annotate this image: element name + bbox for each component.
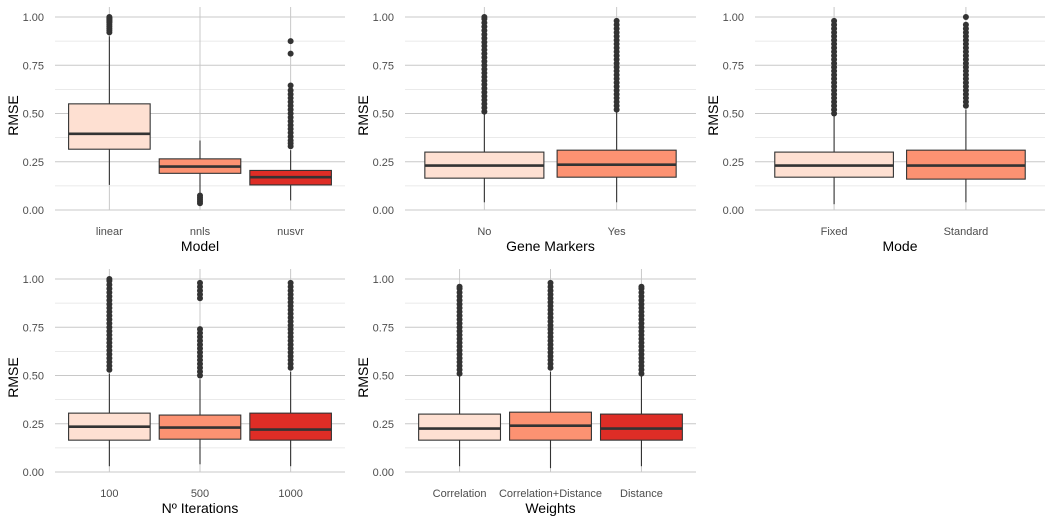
outlier-point bbox=[638, 283, 645, 290]
x-tick-label: No bbox=[477, 226, 491, 238]
outlier-point bbox=[106, 14, 113, 20]
box-iqr bbox=[68, 103, 151, 150]
y-axis-title: RMSE bbox=[705, 95, 721, 135]
box-correlation bbox=[418, 283, 502, 467]
y-tick-label: 0.50 bbox=[723, 109, 744, 121]
outlier-point bbox=[287, 87, 294, 94]
outlier-point bbox=[962, 21, 969, 28]
y-tick-label: 1.00 bbox=[373, 12, 394, 24]
x-tick-label: linear bbox=[96, 226, 123, 238]
y-tick-label: 0.75 bbox=[23, 322, 44, 334]
outlier-point bbox=[287, 82, 294, 89]
outlier-point bbox=[287, 50, 294, 57]
y-tick-label: 0.75 bbox=[373, 322, 394, 334]
outlier-point bbox=[197, 326, 203, 333]
y-tick-label: 0.00 bbox=[23, 467, 44, 479]
x-tick-label: 1000 bbox=[278, 488, 302, 500]
outlier-point bbox=[197, 279, 203, 286]
outlier-point bbox=[106, 276, 113, 282]
y-tick-label: 1.00 bbox=[23, 274, 44, 286]
box-iqr bbox=[418, 413, 502, 441]
box-standard bbox=[906, 14, 1026, 203]
outlier-point bbox=[456, 283, 463, 290]
outlier-point bbox=[287, 279, 294, 286]
y-axis-title: RMSE bbox=[5, 357, 21, 397]
y-tick-label: 1.00 bbox=[373, 274, 394, 286]
y-tick-label: 0.00 bbox=[373, 467, 394, 479]
outlier-point bbox=[197, 192, 203, 199]
outlier-point bbox=[287, 38, 294, 45]
x-tick-label: Correlation+Distance bbox=[499, 488, 602, 500]
x-tick-label: Standard bbox=[944, 226, 989, 238]
y-tick-label: 0.50 bbox=[23, 109, 44, 121]
box-correlation-distance bbox=[509, 279, 592, 469]
y-tick-label: 0.50 bbox=[373, 371, 394, 383]
y-tick-label: 1.00 bbox=[23, 12, 44, 24]
y-tick-label: 0.75 bbox=[373, 60, 394, 72]
outlier-point bbox=[962, 14, 969, 20]
x-tick-label: 100 bbox=[100, 488, 118, 500]
outlier-point bbox=[481, 14, 488, 20]
y-tick-label: 0.75 bbox=[23, 60, 44, 72]
box-100 bbox=[68, 276, 151, 467]
chart-panel-4: 0.00 0.25 0.50 0.75 1.00 100 500 1000 Nº Iterati… bbox=[5, 269, 345, 516]
y-axis-title: RMSE bbox=[5, 95, 21, 135]
y-tick-label: 0.50 bbox=[23, 371, 44, 383]
x-tick-label: nusvr bbox=[277, 226, 304, 238]
y-tick-label: 0.25 bbox=[373, 157, 394, 169]
box-no bbox=[424, 14, 545, 203]
x-axis-title: Gene Markers bbox=[506, 238, 595, 254]
y-tick-label: 0.25 bbox=[723, 157, 744, 169]
box-fixed bbox=[774, 17, 894, 205]
chart-panel-5: 0.00 0.25 0.50 0.75 1.00 Correlation Correlati… bbox=[355, 269, 696, 516]
box-1000 bbox=[249, 279, 332, 467]
x-tick-label: Yes bbox=[608, 226, 626, 238]
box-yes bbox=[556, 17, 677, 203]
x-axis-title: Model bbox=[181, 238, 219, 254]
box-500 bbox=[158, 279, 242, 465]
x-tick-label: Distance bbox=[620, 488, 663, 500]
box-iqr bbox=[249, 412, 332, 441]
y-tick-label: 0.00 bbox=[373, 205, 394, 217]
outlier-point bbox=[831, 17, 838, 24]
x-axis-title: Weights bbox=[525, 500, 575, 516]
y-tick-label: 0.75 bbox=[723, 60, 744, 72]
y-tick-label: 0.25 bbox=[373, 419, 394, 431]
x-tick-label: Fixed bbox=[821, 226, 848, 238]
y-tick-label: 0.50 bbox=[373, 109, 394, 121]
y-tick-label: 0.00 bbox=[723, 205, 744, 217]
box-nusvr bbox=[249, 38, 332, 201]
x-tick-label: nnls bbox=[190, 226, 211, 238]
y-tick-label: 1.00 bbox=[723, 12, 744, 24]
x-axis-title: Mode bbox=[882, 238, 917, 254]
chart-panel-1: 0.00 0.25 0.50 0.75 1.00 linear nnls nusvr Model… bbox=[5, 7, 345, 254]
y-tick-label: 0.00 bbox=[23, 205, 44, 217]
box-nnls bbox=[158, 140, 242, 207]
y-axis-title: RMSE bbox=[355, 357, 371, 397]
y-axis-title: RMSE bbox=[355, 95, 371, 135]
box-iqr bbox=[599, 413, 683, 441]
y-tick-label: 0.25 bbox=[23, 419, 44, 431]
chart-panel-3: 0.00 0.25 0.50 0.75 1.00 Fixed Standard Mode RMS… bbox=[705, 7, 1045, 254]
x-axis-title: Nº Iterations bbox=[162, 500, 239, 516]
box-distance bbox=[599, 283, 683, 467]
chart-panel-2: 0.00 0.25 0.50 0.75 1.00 No Yes Gene Markers RMS… bbox=[355, 7, 696, 254]
x-tick-label: 500 bbox=[191, 488, 209, 500]
box-linear bbox=[68, 14, 151, 185]
y-tick-label: 0.25 bbox=[23, 157, 44, 169]
outlier-point bbox=[547, 279, 554, 286]
x-tick-label: Correlation bbox=[433, 488, 487, 500]
outlier-point bbox=[613, 17, 620, 24]
